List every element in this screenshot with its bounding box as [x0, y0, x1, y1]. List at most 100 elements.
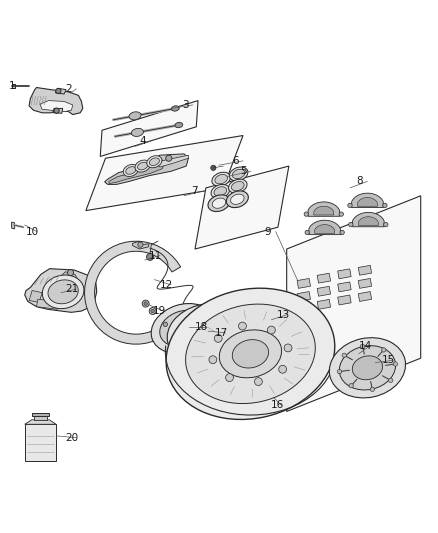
Polygon shape [317, 273, 331, 283]
Ellipse shape [208, 195, 230, 212]
Circle shape [209, 356, 217, 364]
Circle shape [189, 344, 194, 349]
Ellipse shape [339, 345, 396, 390]
Polygon shape [40, 101, 73, 111]
Circle shape [54, 108, 59, 113]
Polygon shape [287, 196, 421, 411]
Circle shape [384, 222, 388, 227]
Circle shape [279, 365, 286, 373]
Text: 19: 19 [152, 306, 166, 316]
Ellipse shape [232, 340, 268, 368]
Circle shape [226, 374, 233, 382]
Polygon shape [297, 278, 311, 288]
Polygon shape [338, 269, 351, 279]
Circle shape [142, 300, 149, 307]
Polygon shape [358, 217, 378, 225]
Text: 16: 16 [271, 400, 284, 410]
Polygon shape [32, 413, 49, 416]
Ellipse shape [212, 172, 230, 186]
Circle shape [138, 242, 143, 247]
Text: 12: 12 [160, 280, 173, 290]
Circle shape [360, 344, 365, 349]
Polygon shape [25, 269, 97, 312]
Polygon shape [358, 265, 371, 275]
Ellipse shape [230, 194, 244, 204]
Circle shape [214, 334, 222, 342]
Circle shape [393, 362, 398, 366]
Circle shape [239, 322, 247, 330]
Ellipse shape [190, 321, 220, 344]
Ellipse shape [160, 310, 207, 346]
Circle shape [284, 344, 292, 352]
Text: 18: 18 [195, 322, 208, 332]
Circle shape [348, 203, 352, 207]
Ellipse shape [352, 356, 383, 379]
Text: 10: 10 [26, 227, 39, 237]
Polygon shape [314, 206, 334, 215]
Polygon shape [314, 224, 335, 233]
Ellipse shape [129, 112, 141, 120]
Polygon shape [338, 295, 351, 305]
Circle shape [337, 369, 342, 374]
Ellipse shape [329, 338, 406, 398]
Ellipse shape [123, 164, 138, 176]
Ellipse shape [230, 167, 248, 181]
Text: 13: 13 [277, 310, 290, 319]
Polygon shape [352, 193, 383, 207]
Polygon shape [29, 87, 83, 115]
Ellipse shape [126, 167, 136, 174]
Polygon shape [62, 272, 78, 283]
Circle shape [339, 212, 343, 216]
Polygon shape [34, 416, 47, 420]
Polygon shape [86, 135, 243, 211]
Polygon shape [358, 278, 371, 288]
Polygon shape [25, 420, 56, 424]
Polygon shape [25, 424, 56, 461]
Polygon shape [309, 220, 340, 235]
Ellipse shape [149, 158, 159, 166]
Circle shape [349, 383, 353, 388]
Polygon shape [338, 282, 351, 292]
Ellipse shape [232, 169, 245, 179]
Polygon shape [353, 212, 384, 227]
Polygon shape [358, 292, 371, 302]
Circle shape [198, 312, 204, 318]
Ellipse shape [212, 198, 226, 208]
Circle shape [149, 308, 156, 314]
Circle shape [389, 378, 393, 383]
Circle shape [163, 322, 167, 327]
Circle shape [304, 212, 308, 216]
Circle shape [340, 230, 344, 235]
Text: 17: 17 [215, 328, 228, 338]
Ellipse shape [215, 174, 227, 184]
Ellipse shape [138, 162, 148, 170]
Polygon shape [195, 166, 289, 249]
Text: 20: 20 [65, 433, 78, 442]
Circle shape [370, 387, 374, 391]
Ellipse shape [171, 106, 179, 111]
Circle shape [225, 327, 230, 333]
Polygon shape [308, 202, 339, 216]
Ellipse shape [214, 187, 226, 196]
Polygon shape [109, 160, 164, 183]
Text: 1: 1 [9, 80, 15, 91]
Ellipse shape [48, 280, 78, 304]
Circle shape [206, 346, 212, 352]
Circle shape [381, 348, 386, 352]
Circle shape [181, 313, 185, 317]
Text: 6: 6 [232, 156, 239, 166]
Polygon shape [12, 84, 15, 88]
Circle shape [180, 333, 185, 338]
Polygon shape [12, 222, 14, 229]
Polygon shape [53, 108, 63, 113]
Ellipse shape [175, 123, 183, 128]
Circle shape [147, 253, 153, 261]
Text: 15: 15 [381, 356, 395, 365]
Circle shape [198, 314, 204, 319]
Text: 21: 21 [65, 284, 78, 294]
Polygon shape [357, 198, 378, 206]
Circle shape [151, 309, 154, 313]
Ellipse shape [211, 184, 230, 198]
Ellipse shape [135, 160, 150, 172]
Circle shape [211, 165, 216, 171]
